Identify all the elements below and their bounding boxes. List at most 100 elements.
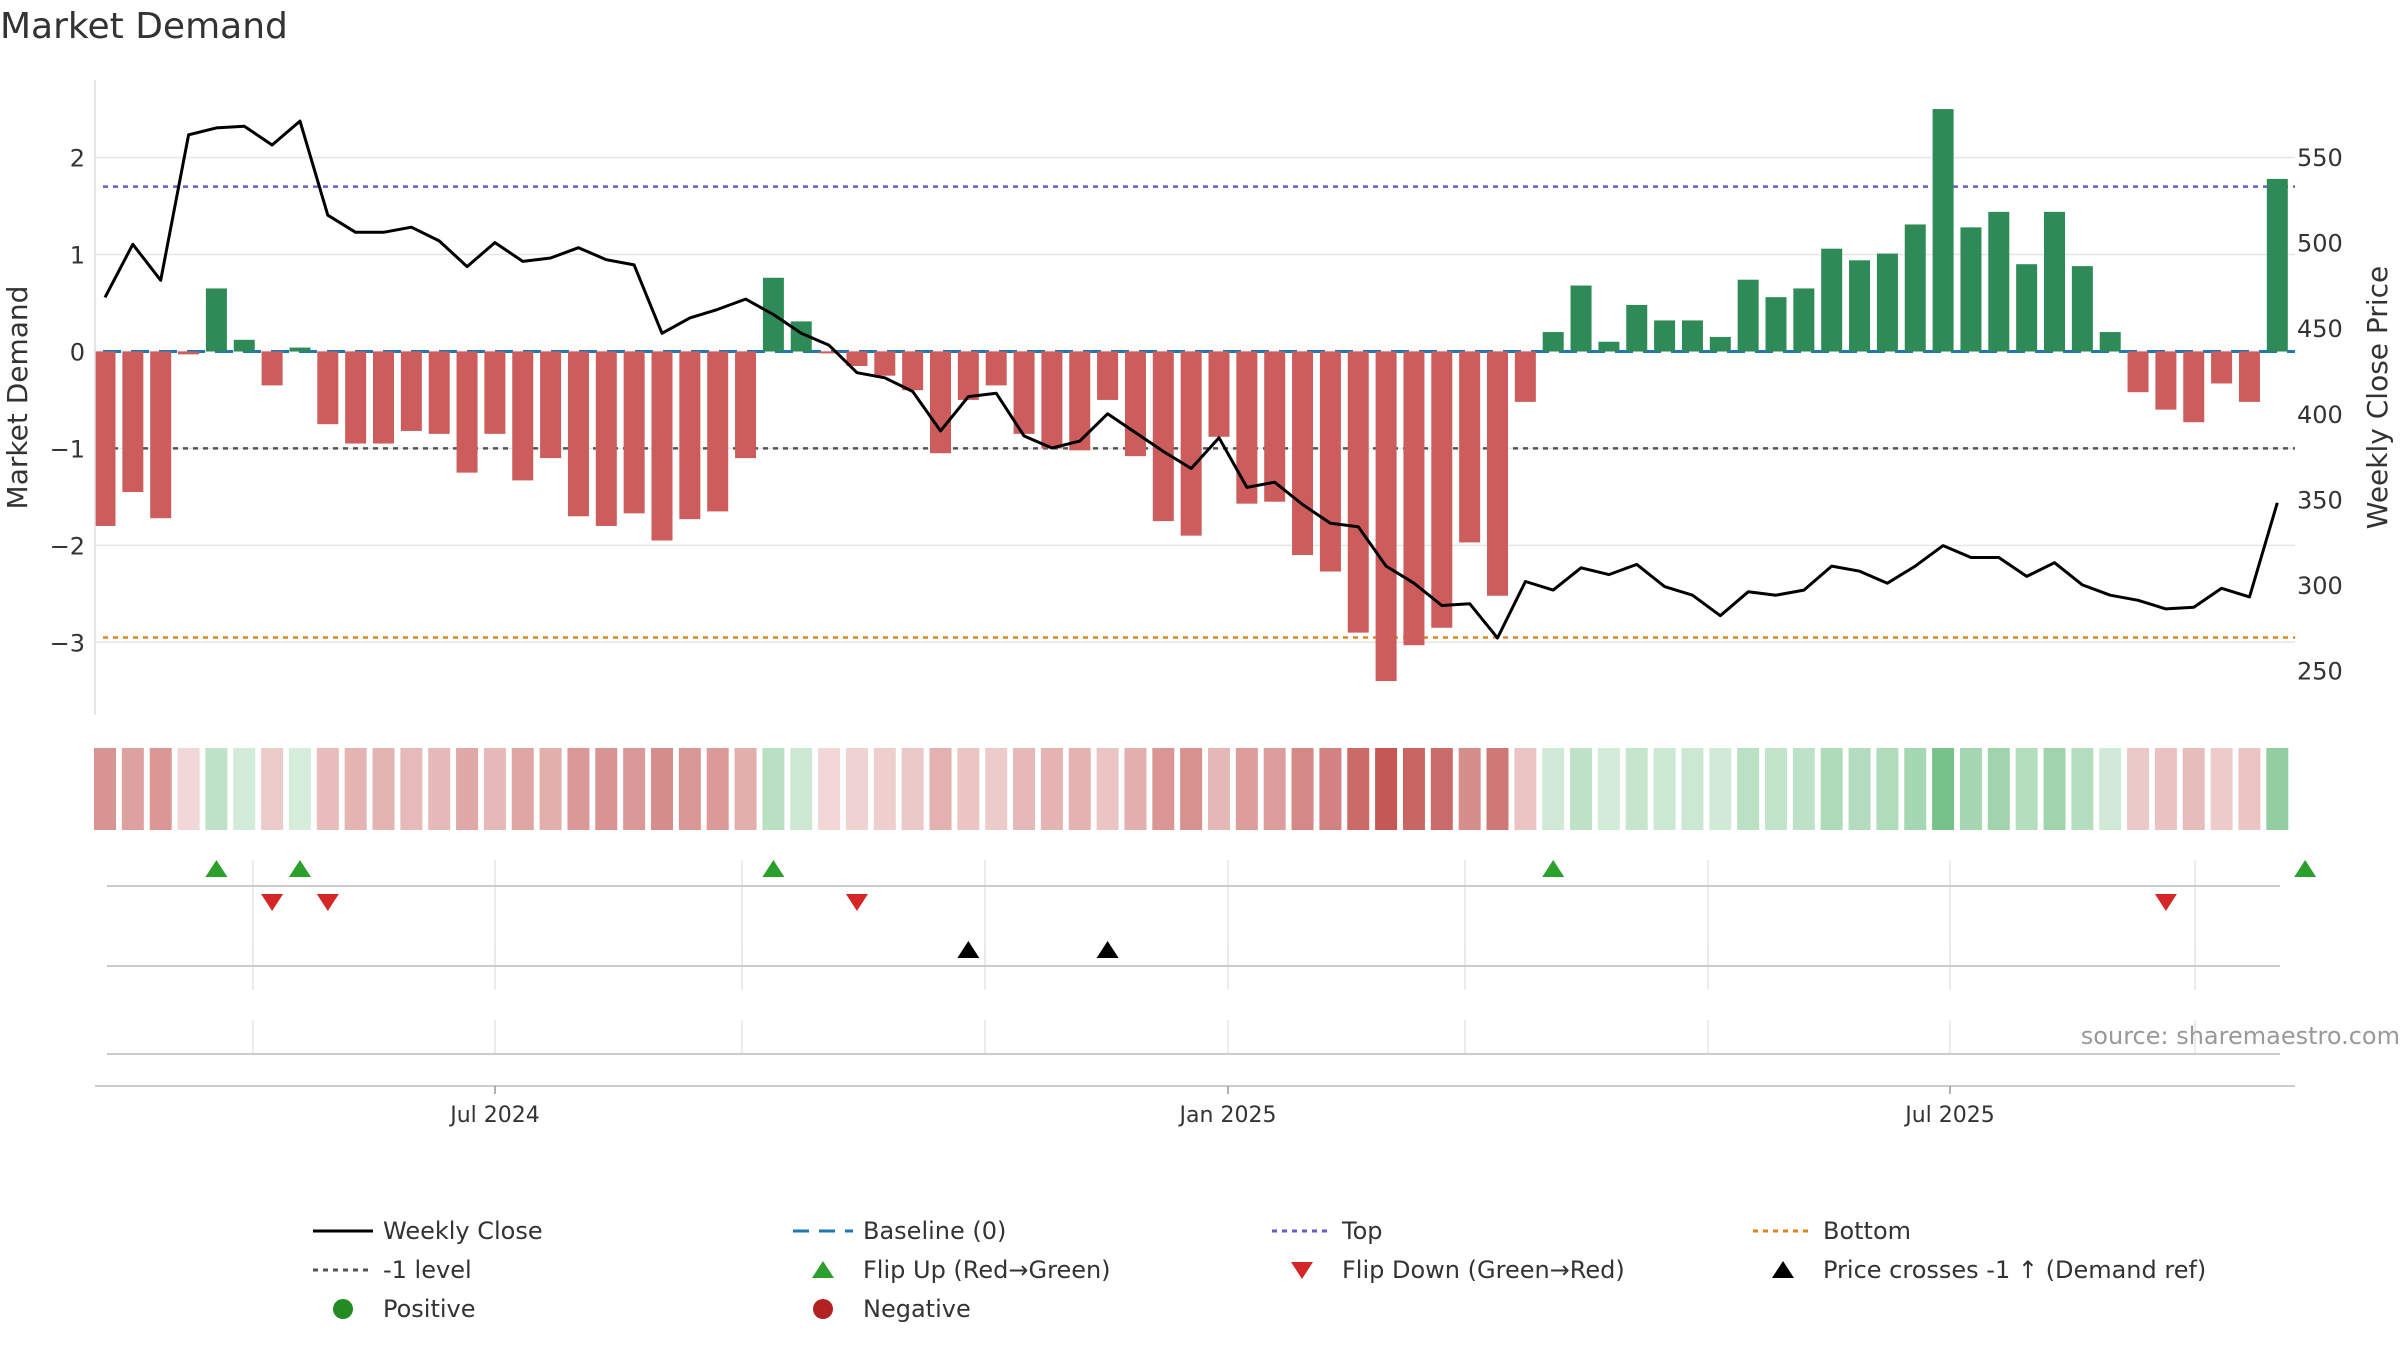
demand-bar [930, 351, 951, 454]
demand-bar [2211, 351, 2233, 384]
legend-label: -1 level [383, 1256, 472, 1284]
demand-bar [1041, 351, 1063, 449]
heat-cell [2015, 748, 2038, 830]
right-tick-label: 350 [2297, 486, 2343, 514]
legend-triangle-up-icon [1772, 1261, 1794, 1278]
heat-cell [1430, 748, 1453, 830]
left-tick-label: −3 [50, 629, 85, 657]
demand-bar [1737, 279, 1759, 352]
legend-label: Top [1342, 1217, 1383, 1245]
heat-cell [1319, 748, 1342, 830]
demand-bar [1876, 253, 1898, 352]
demand-bar [874, 351, 896, 376]
heat-cell [734, 748, 757, 830]
heat-cell [1597, 748, 1620, 830]
legend-item: Baseline (0) [793, 1212, 1006, 1250]
heat-cell [623, 748, 646, 830]
heat-cell [400, 748, 423, 830]
demand-bars [94, 109, 2288, 682]
demand-bar [651, 351, 673, 541]
chart-legend: Weekly Close Baseline (0) Top Bottom -1 leve… [0, 1212, 2400, 1332]
demand-bar [2016, 264, 2038, 352]
demand-bar [122, 351, 144, 493]
legend-label: Weekly Close [383, 1217, 543, 1245]
heat-cell [1876, 748, 1899, 830]
heat-cell [1904, 748, 1927, 830]
heat-cell [2238, 748, 2261, 830]
legend-label: Price crosses -1 ↑ (Demand ref) [1823, 1256, 2207, 1284]
demand-bar [679, 351, 701, 520]
demand-bar [2127, 351, 2149, 393]
legend-symbol [1753, 1229, 1813, 1233]
x-tick-label: Jan 2025 [1178, 1103, 1277, 1128]
demand-bar [1654, 320, 1676, 352]
heat-cell [2043, 748, 2066, 830]
left-tick-label: 0 [70, 338, 85, 366]
demand-bar [205, 288, 227, 352]
flip-up-marker [1542, 860, 1565, 877]
heat-cell [483, 748, 506, 830]
legend-item: -1 level [313, 1251, 472, 1289]
demand-bar [595, 351, 617, 526]
demand-bar [2099, 332, 2121, 352]
demand-bar [1013, 351, 1035, 434]
legend-circle-icon [333, 1299, 353, 1319]
demand-bar [985, 351, 1007, 386]
right-tick-label: 550 [2297, 144, 2343, 172]
demand-bar [1069, 351, 1091, 451]
chart-title: Market Demand [0, 6, 288, 47]
signal-panels [107, 860, 2317, 1055]
left-tick-label: 2 [70, 145, 85, 173]
demand-bar [1626, 304, 1648, 352]
flip-up-marker [288, 860, 311, 877]
heat-cell [2266, 748, 2289, 830]
heat-cell [1347, 748, 1370, 830]
legend-label: Positive [383, 1295, 476, 1323]
demand-bar [289, 347, 311, 352]
demand-bar [1932, 109, 1954, 352]
legend-item: Top [1272, 1212, 1383, 1250]
demand-bar [2266, 178, 2288, 352]
heat-cell [1959, 748, 1982, 830]
heat-cell [1792, 748, 1815, 830]
heat-cell [2210, 748, 2233, 830]
demand-bar [1264, 351, 1286, 502]
demand-bar [540, 351, 562, 459]
flip-down-marker [261, 894, 284, 911]
heat-cell [1291, 748, 1314, 830]
source-note: source: sharemaestro.com [2080, 1022, 2400, 1050]
demand-bar [1765, 297, 1787, 352]
demand-bar [1570, 285, 1592, 352]
heat-cell [1013, 748, 1036, 830]
heat-cell [149, 748, 172, 830]
heat-cell [790, 748, 813, 830]
demand-bar [1988, 211, 2010, 352]
heat-cell [1235, 748, 1258, 830]
heat-cell [2182, 748, 2205, 830]
heat-cell [651, 748, 673, 830]
heat-cell [1068, 748, 1091, 830]
heat-cell [1263, 748, 1286, 830]
right-tick-label: 300 [2297, 572, 2343, 600]
heat-cell [678, 748, 701, 830]
flip-up-marker [205, 860, 228, 877]
legend-symbol [313, 1229, 373, 1233]
heat-cell [1375, 748, 1398, 830]
heat-cell [1765, 748, 1787, 830]
demand-bar [1960, 227, 1982, 352]
demand-bar [1849, 260, 1871, 352]
heat-cell [1737, 748, 1760, 830]
legend-item: Price crosses -1 ↑ (Demand ref) [1753, 1251, 2206, 1289]
right-tick-label: 450 [2297, 315, 2343, 343]
heat-cell [121, 748, 144, 830]
heat-cell [1180, 748, 1203, 830]
legend-item: Negative [793, 1290, 971, 1328]
legend-circle-icon [813, 1299, 833, 1319]
heat-cell [539, 748, 562, 830]
demand-bar [1514, 351, 1536, 402]
demand-bar [150, 351, 172, 519]
heat-cell [1486, 748, 1509, 830]
demand-bar [400, 351, 422, 431]
price-cross-marker [1096, 941, 1119, 958]
